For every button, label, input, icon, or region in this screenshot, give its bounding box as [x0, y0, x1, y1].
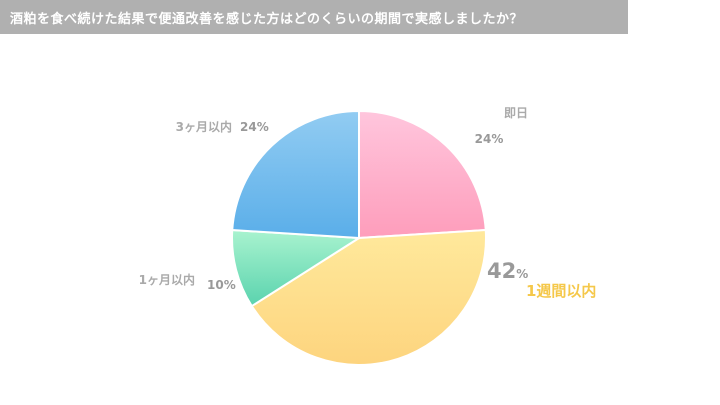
slice-label-1: 1週間以内: [526, 282, 596, 300]
slice-percent-unit-1: %: [516, 267, 528, 281]
slice-label-3: 3ヶ月以内: [176, 119, 232, 134]
chart-title: 酒粕を食べ続けた結果で便通改善を感じた方はどのくらいの期間で実感しましたか？: [10, 12, 524, 27]
slice-percent-unit-3: %: [257, 120, 269, 134]
slice-percent-3: 24%: [240, 120, 269, 134]
slice-percent-unit-0: %: [491, 132, 503, 146]
slice-percent-value-2: 10: [207, 278, 224, 292]
pie-slice-2: [231, 228, 363, 308]
slice-label-2: 1ヶ月以内: [139, 272, 195, 287]
slice-percent-1: 42%: [487, 259, 528, 283]
slice-percent-value-3: 24: [240, 120, 257, 134]
slice-percent-value-1: 42: [487, 259, 516, 283]
title-bar: 酒粕を食べ続けた結果で便通改善を感じた方はどのくらいの期間で実感しましたか？: [0, 0, 628, 34]
pie-slice-3: [231, 109, 360, 240]
slice-label-0: 即日: [504, 106, 528, 120]
slice-percent-2: 10%: [207, 278, 236, 292]
slice-percent-unit-2: %: [224, 278, 236, 292]
slice-percent-0: 24%: [475, 132, 504, 146]
slice-percent-value-0: 24: [475, 132, 492, 146]
pie-slice-0: [358, 109, 487, 240]
pie-slices: [231, 109, 487, 366]
pie-slice-1: [250, 228, 487, 366]
